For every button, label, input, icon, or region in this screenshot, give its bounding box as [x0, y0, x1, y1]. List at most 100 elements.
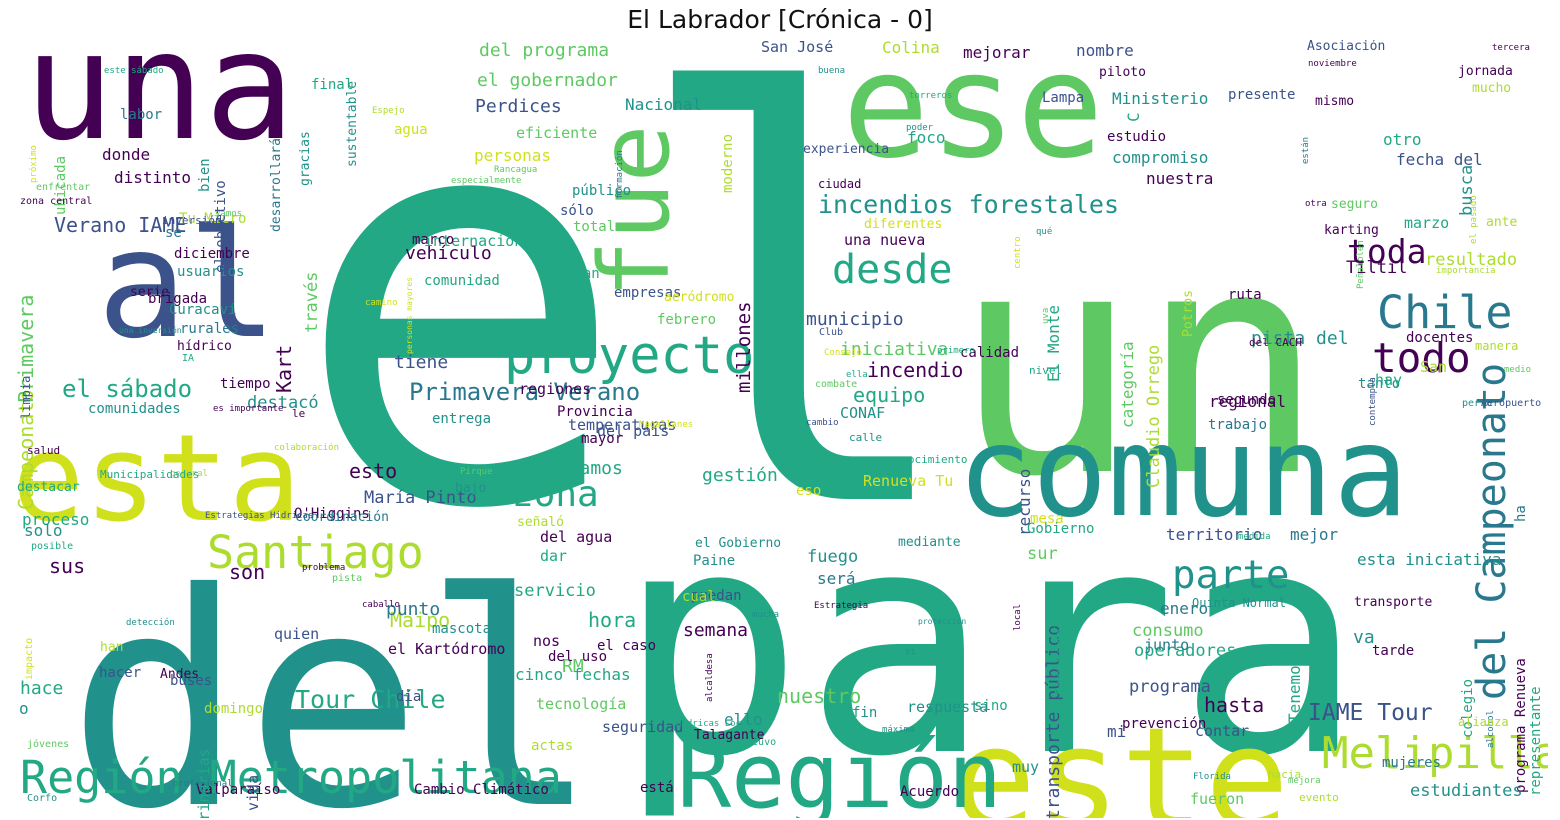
word-nuestra: nuestra: [1146, 169, 1214, 188]
word-tu-micro: Tu Micro: [179, 211, 247, 227]
word-rancagua: Rancagua: [494, 165, 538, 175]
word-estrategias-hidricas: Estrategias Hídricas: [205, 511, 314, 521]
word-donde: donde: [102, 145, 151, 164]
word-verano-iame: Verano IAME: [54, 213, 187, 237]
word-fin: fin: [852, 705, 878, 721]
word-del-pais: del país: [597, 422, 670, 440]
word-tercera: tercera: [1492, 43, 1530, 53]
word-para: para: [617, 464, 1364, 818]
word-tecnologia: tecnología: [536, 695, 627, 713]
word-proyecto: proyecto: [504, 326, 755, 386]
word-mucha: mucha: [752, 610, 780, 620]
word-desde: desde: [832, 247, 953, 293]
word-ella: ella: [846, 370, 868, 380]
word-plan: Plan: [566, 266, 600, 282]
word-pista: pista: [332, 573, 363, 584]
word-pirque: Pirque: [460, 467, 493, 477]
word-cambio-climatico: Cambio Climático: [414, 782, 549, 798]
word-club: Club: [819, 327, 844, 338]
word-marzo: marzo: [1404, 214, 1450, 232]
word-este-sabado: este sábado: [104, 66, 164, 76]
word-foco: foco: [907, 128, 946, 147]
word-se: se: [165, 225, 182, 241]
word-alianza: alianza: [1458, 715, 1509, 729]
word-equipo: equipo: [853, 383, 926, 407]
word-moderno: moderno: [720, 133, 736, 193]
word-que: qué: [1036, 227, 1053, 237]
word-ante: ante: [1486, 215, 1518, 230]
word-actas: actas: [531, 738, 574, 754]
word-nos: nos: [533, 632, 561, 650]
word-han: han: [100, 640, 124, 655]
word-regiones: regiones: [519, 380, 592, 398]
word-programa: programa: [1129, 677, 1211, 697]
word-formacion: formación: [615, 149, 625, 199]
word-calle: calle: [849, 431, 883, 444]
word-cual: cual: [682, 589, 716, 605]
word-del: del: [67, 530, 600, 819]
word-el-gobernador: el gobernador: [477, 70, 618, 91]
word-hay: hay: [1375, 371, 1403, 389]
word-quien: quien: [274, 625, 320, 643]
word-millones: millones: [733, 301, 755, 394]
word-compromiso: compromiso: [1112, 148, 1209, 167]
word-perro: perro: [1462, 398, 1493, 409]
word-mucho: mucho: [1472, 81, 1512, 96]
word-mismo: mismo: [1315, 94, 1355, 109]
word-cambio: cambio: [806, 418, 839, 428]
word-otra: otra: [1305, 199, 1327, 209]
word-transporte: transporte: [1354, 595, 1433, 610]
word-otro: otro: [1383, 130, 1422, 149]
word-del-programa: del programa: [479, 40, 610, 61]
word-publico: público: [572, 183, 632, 199]
word-limpia: limpia: [19, 375, 33, 420]
word-fue: fue: [579, 124, 691, 298]
word-eso: eso: [796, 483, 822, 499]
word-aeropuerto: Aeropuerto: [1481, 398, 1542, 409]
word-es-importante: es importante: [213, 404, 284, 414]
word-mesa: mesa: [1030, 511, 1064, 527]
word-ia: IA: [182, 353, 195, 364]
word-son: son: [229, 560, 266, 584]
word-final: final: [311, 77, 354, 93]
word-maxima: máxima: [882, 725, 915, 735]
word-primavera-verano: Primavera Verano: [409, 378, 641, 406]
word-el: el: [292, 40, 967, 632]
word-quinta-normal: Quinta Normal: [1192, 596, 1286, 610]
word-region: Región: [677, 724, 1003, 819]
word-respuesta: respuesta: [907, 698, 989, 716]
word-toda: toda: [1347, 232, 1427, 271]
word-claudio-orrego: Claudio Orrego: [1144, 344, 1164, 488]
word-tiene: tiene: [394, 352, 449, 373]
word-cinco-fechas: cinco fechas: [515, 665, 631, 684]
word-una-inversion: una inversión: [119, 326, 182, 335]
word-el-sabado: el sábado: [62, 375, 193, 403]
word-proteccion: protección: [918, 617, 967, 626]
word-sino: sino: [974, 698, 1008, 714]
word-mayor: mayor: [581, 431, 624, 447]
word-nivel: nivel: [1029, 364, 1063, 377]
word-tenemos: Tenemos: [1285, 655, 1304, 724]
word-solo: sólo: [560, 203, 594, 219]
word-familia: familia: [452, 345, 512, 361]
word-febrero: febrero: [657, 312, 717, 328]
word-servicio: servicio: [514, 581, 596, 601]
word-domingo: domingo: [204, 701, 264, 717]
word-general: general: [170, 469, 208, 479]
word-una-nueva: una nueva: [844, 231, 926, 249]
word-dar: dar: [540, 547, 568, 565]
word-lampa: Lampa: [1042, 90, 1085, 106]
word-deteccion: detección: [126, 618, 175, 628]
word-marco: marco: [412, 232, 455, 248]
word-el-gobierno: el Gobierno: [695, 536, 782, 551]
word-impacto: impacto: [24, 637, 35, 680]
word-labor: labor: [120, 107, 163, 123]
word-si: sí: [905, 647, 916, 657]
word-zona: zona: [512, 474, 599, 515]
word-vehiculo: vehículo: [405, 243, 492, 264]
word-maria-pinto: María Pinto: [364, 488, 477, 508]
word-destacar: destacar: [17, 480, 80, 495]
word-el-pasado: el pasado: [1469, 194, 1479, 244]
word-sera: será: [817, 569, 856, 588]
word-hidricas-locales: Hídricas Locales: [676, 719, 763, 729]
